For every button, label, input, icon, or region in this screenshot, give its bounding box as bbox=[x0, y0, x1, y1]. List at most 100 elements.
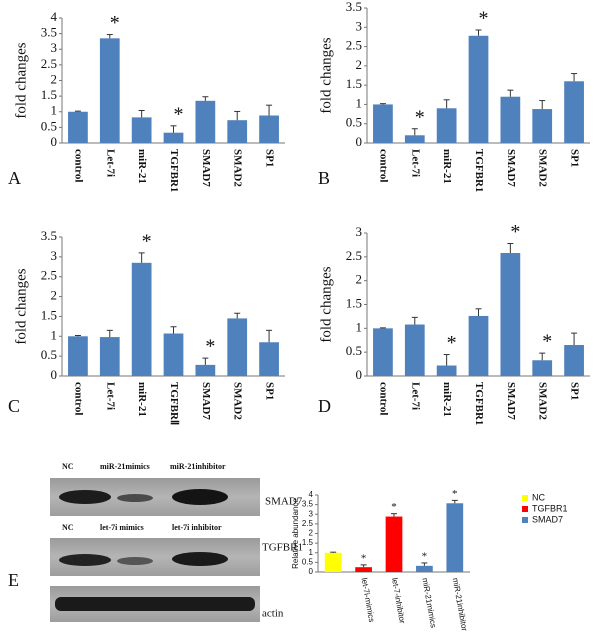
bar bbox=[404, 324, 425, 376]
band bbox=[117, 557, 153, 565]
y-tick-label: 2.5 bbox=[41, 268, 57, 283]
x-tick-label: Let-7i bbox=[409, 382, 421, 410]
x-tick-label: SMAD2 bbox=[232, 382, 244, 420]
y-tick-label: 1.5 bbox=[346, 76, 362, 91]
x-tick-label: SP1 bbox=[264, 382, 276, 400]
y-tick-label: 3 bbox=[356, 18, 363, 33]
blot-header: NC bbox=[62, 523, 74, 532]
x-tick-label: control bbox=[377, 149, 389, 182]
x-tick-label: miR-21mimics bbox=[420, 577, 438, 628]
y-tick-label: 2.5 bbox=[41, 56, 57, 71]
blot-header: miR-21inhibitor bbox=[170, 462, 226, 471]
band bbox=[172, 489, 228, 505]
y-tick-label: 1 bbox=[51, 327, 58, 342]
blot-target: actin bbox=[262, 608, 284, 620]
x-tick-label: let-7i-mimics bbox=[360, 577, 377, 623]
blot-header: let-7i inhibitor bbox=[172, 523, 222, 532]
y-tick-label: 0.5 bbox=[41, 118, 57, 133]
x-tick-label: SP1 bbox=[264, 149, 276, 167]
y-tick-label: 3.5 bbox=[41, 228, 57, 243]
bar bbox=[131, 117, 152, 143]
legend-label: NC bbox=[532, 492, 545, 502]
legend-swatch bbox=[522, 517, 528, 523]
y-tick-label: 2 bbox=[51, 71, 58, 86]
x-tick-label: TGFBR1 bbox=[473, 149, 485, 192]
chart-panel: Relative abundance 00.511.522.533.54 * let-… bbox=[291, 488, 567, 632]
significance-mark: * bbox=[361, 552, 367, 564]
y-axis-label: fold changes bbox=[13, 42, 29, 118]
significance-mark: * bbox=[510, 221, 520, 243]
y-tick-label: 4 bbox=[309, 490, 314, 499]
bar bbox=[436, 365, 457, 376]
x-tick-label: SMAD2 bbox=[537, 149, 549, 187]
significance-mark: * bbox=[542, 331, 552, 353]
x-tick-label: SMAD7 bbox=[505, 149, 517, 187]
panel-label: C bbox=[8, 396, 20, 416]
legend-label: TGFBR1 bbox=[532, 503, 568, 513]
x-tick-label: control bbox=[72, 382, 84, 415]
x-tick-label: TGFBR1 bbox=[168, 149, 180, 192]
y-tick-label: 0.5 bbox=[346, 115, 362, 130]
x-tick-label: control bbox=[72, 149, 84, 182]
blot-target: SMAD7 bbox=[265, 496, 303, 508]
y-tick-label: 2.5 bbox=[346, 38, 362, 53]
x-tick-label: miR-21 bbox=[441, 149, 453, 184]
panel-label: E bbox=[8, 570, 19, 590]
bar bbox=[227, 318, 248, 376]
bar bbox=[68, 111, 88, 143]
blot-panel: E NC miR-21mimics miR-21inhibitor SMAD7 … bbox=[8, 462, 303, 622]
y-tick-label: 0 bbox=[356, 134, 363, 149]
y-tick-label: 0 bbox=[356, 367, 363, 382]
band bbox=[172, 552, 228, 566]
bar bbox=[468, 35, 489, 144]
bar bbox=[68, 336, 88, 376]
significance-mark: * bbox=[174, 103, 184, 125]
legend-label: SMAD7 bbox=[532, 514, 563, 524]
y-tick-label: 2 bbox=[51, 288, 58, 303]
bar bbox=[404, 135, 425, 143]
bar bbox=[373, 328, 393, 376]
bar bbox=[259, 342, 279, 376]
y-tick-label: 3 bbox=[309, 509, 314, 518]
x-tick-label: let-7-inhibitor bbox=[390, 577, 407, 624]
bar bbox=[468, 315, 489, 376]
y-tick-label: 2 bbox=[356, 272, 363, 287]
bar bbox=[131, 262, 152, 376]
significance-mark: * bbox=[110, 12, 120, 34]
significance-mark: * bbox=[479, 8, 489, 30]
panel-label: A bbox=[8, 168, 21, 188]
x-tick-label: TGFBR1 bbox=[473, 382, 485, 425]
x-tick-label: Let-7i bbox=[104, 382, 116, 410]
bar bbox=[436, 108, 457, 143]
y-tick-label: 1 bbox=[356, 319, 363, 334]
bar bbox=[195, 100, 216, 143]
band bbox=[117, 494, 153, 502]
y-tick-label: 4 bbox=[51, 9, 58, 24]
bar bbox=[532, 360, 553, 376]
x-tick-label: SMAD7 bbox=[200, 382, 212, 420]
x-tick-label: SMAD7 bbox=[505, 382, 517, 420]
bar bbox=[324, 552, 342, 572]
significance-mark: * bbox=[422, 550, 428, 562]
bar bbox=[373, 104, 393, 143]
band bbox=[59, 554, 111, 566]
y-tick-label: 3.5 bbox=[302, 500, 314, 509]
bar bbox=[99, 337, 120, 376]
x-tick-label: SMAD2 bbox=[537, 382, 549, 420]
bar bbox=[355, 567, 372, 572]
significance-mark: * bbox=[452, 488, 458, 500]
y-tick-label: 1.5 bbox=[41, 307, 57, 322]
x-tick-label: miR-21 bbox=[441, 382, 453, 417]
x-tick-label: miR-21 bbox=[136, 382, 148, 417]
y-tick-label: 1 bbox=[51, 103, 58, 118]
y-tick-label: 2.5 bbox=[302, 519, 314, 528]
y-tick-label: 2 bbox=[309, 529, 314, 538]
blot-header: miR-21mimics bbox=[100, 462, 150, 471]
bar bbox=[227, 120, 248, 143]
bar bbox=[195, 364, 216, 376]
bar bbox=[446, 503, 464, 572]
y-tick-label: 1.5 bbox=[346, 295, 362, 310]
